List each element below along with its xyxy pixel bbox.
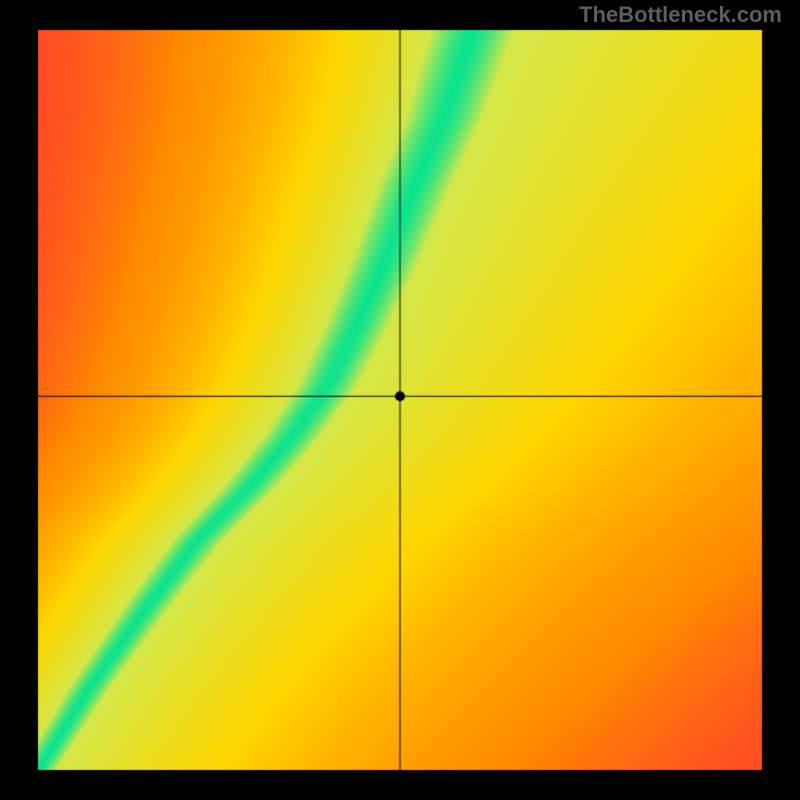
chart-container: TheBottleneck.com xyxy=(0,0,800,800)
watermark-text: TheBottleneck.com xyxy=(579,2,782,28)
heatmap-canvas xyxy=(0,0,800,800)
